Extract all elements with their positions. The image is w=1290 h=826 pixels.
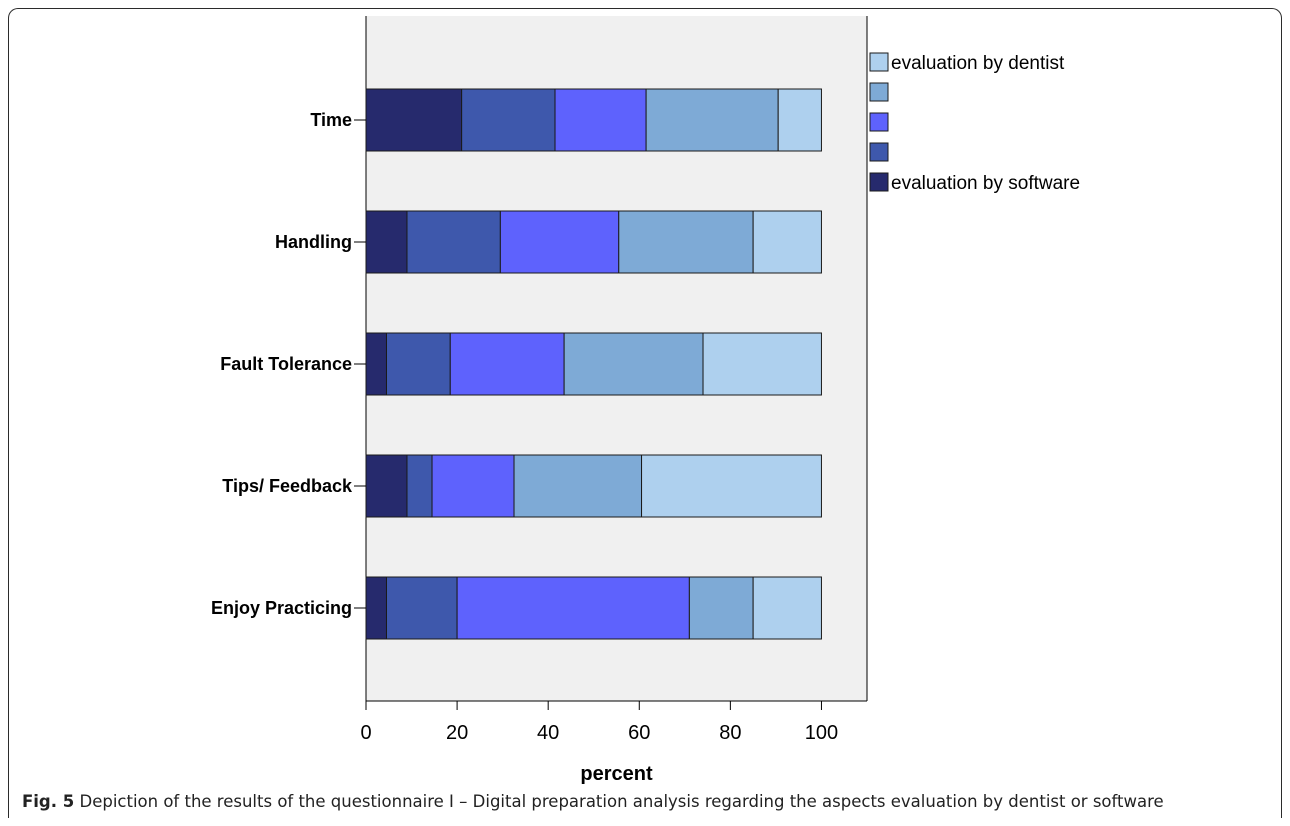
bar-segment <box>619 211 753 273</box>
legend-swatch <box>870 53 888 71</box>
bar-segment <box>689 577 753 639</box>
bar-segment <box>386 333 450 395</box>
bar-segment <box>366 333 386 395</box>
legend-swatch <box>870 173 888 191</box>
legend-swatch <box>870 83 888 101</box>
bar-segment <box>500 211 618 273</box>
bar-segment <box>642 455 822 517</box>
legend-label: evaluation by software <box>891 173 1080 194</box>
bar-segment <box>366 577 386 639</box>
bar-segment <box>366 89 462 151</box>
caption-text: Depiction of the results of the question… <box>79 792 1163 811</box>
bar-segment <box>703 333 821 395</box>
bar-segment <box>564 333 703 395</box>
category-label: Enjoy Practicing <box>211 598 352 618</box>
bar-segment <box>646 89 778 151</box>
bar-segment <box>778 89 821 151</box>
x-tick-label: 80 <box>719 722 741 744</box>
legend-swatch <box>870 113 888 131</box>
category-label: Tips/ Feedback <box>222 476 353 496</box>
category-label: Handling <box>275 232 352 252</box>
bar-segment <box>753 211 821 273</box>
caption-label: Fig. 5 <box>22 792 74 811</box>
bar-segment <box>450 333 564 395</box>
bar-segment <box>753 577 821 639</box>
x-tick-label: 100 <box>805 722 838 744</box>
category-label: Fault Tolerance <box>220 354 352 374</box>
bar-segment <box>407 211 500 273</box>
bar-segment <box>366 211 407 273</box>
figure-caption: Fig. 5 Depiction of the results of the q… <box>22 792 1272 811</box>
x-tick-label: 60 <box>628 722 650 744</box>
bar-segment <box>386 577 457 639</box>
bar-segment <box>407 455 432 517</box>
x-axis-label: percent <box>580 763 653 785</box>
bar-segment <box>514 455 642 517</box>
bar-segment <box>457 577 689 639</box>
bar-segment <box>462 89 555 151</box>
bar-segment <box>555 89 646 151</box>
x-tick-label: 20 <box>446 722 468 744</box>
x-tick-label: 40 <box>537 722 559 744</box>
bar-segment <box>366 455 407 517</box>
bar-segment <box>432 455 514 517</box>
legend-swatch <box>870 143 888 161</box>
category-label: Time <box>310 110 352 130</box>
x-tick-label: 0 <box>360 722 371 744</box>
legend-label: evaluation by dentist <box>891 53 1065 74</box>
